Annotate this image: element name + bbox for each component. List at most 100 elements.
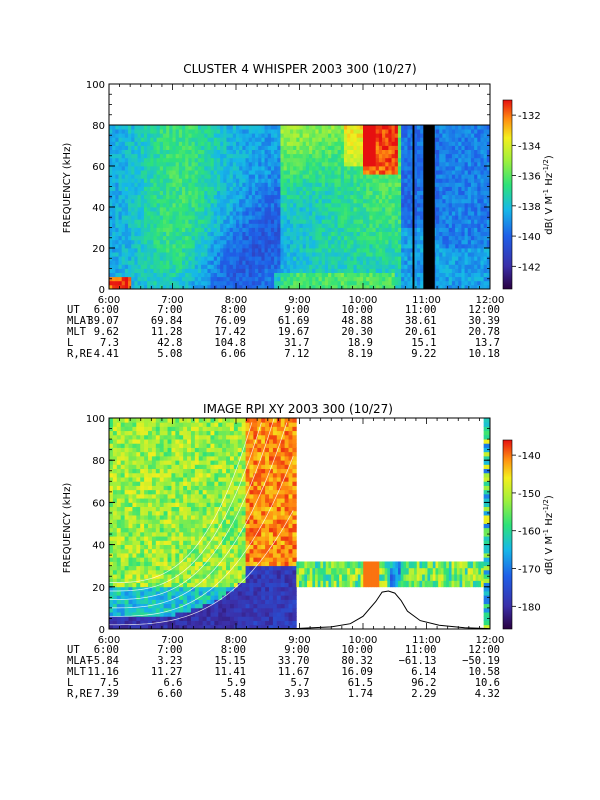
ephemeris-value: −5.84 [87, 655, 119, 667]
x-tick-label: 12:00 [476, 295, 505, 306]
ephemeris-value: 48.88 [341, 315, 373, 327]
rpi-spectrogram [109, 418, 490, 630]
x-tick-label: 8:00 [225, 295, 247, 306]
ephemeris-value: 7:00 [157, 644, 183, 656]
colorbar-tick-label: -160 [518, 527, 541, 538]
ephemeris-value: 17.42 [214, 326, 246, 338]
ephemeris-value: 11:00 [404, 304, 437, 316]
y-tick-label: 80 [92, 121, 105, 132]
ephemeris-value: 7.39 [93, 688, 119, 700]
colorbar-tick-label: -140 [518, 451, 541, 462]
ephemeris-row-label: R,RE [67, 688, 93, 700]
x-tick-label: 6:00 [98, 295, 120, 306]
x-tick-label: 7:00 [161, 295, 183, 306]
ephemeris-value: 20.61 [404, 326, 437, 338]
ephemeris-value: 10:00 [341, 304, 373, 316]
colorbar-tick-label: -140 [518, 232, 541, 243]
ephemeris-row-label: MLT [67, 326, 86, 338]
colorbar-tick-label: -132 [518, 111, 541, 122]
ephemeris-value: 9:00 [284, 304, 310, 316]
ephemeris-value: 3.93 [284, 688, 310, 700]
colorbar-tick-label: -138 [518, 202, 541, 213]
ephemeris-value: 61.69 [277, 315, 310, 327]
ephemeris-value: 42.8 [157, 337, 183, 349]
ephemeris-value: 4.41 [93, 348, 119, 360]
y-tick-label: 40 [92, 203, 105, 214]
y-tick-label: 0 [99, 625, 105, 636]
y-tick-label: 20 [92, 583, 105, 594]
y-tick-label: 100 [86, 414, 105, 425]
ephemeris-value: 39.07 [87, 315, 119, 327]
ephemeris-value: 10.58 [468, 666, 500, 678]
y-tick-label: 60 [92, 162, 105, 173]
data-gap [412, 125, 415, 289]
ephemeris-value: 7.5 [100, 677, 119, 689]
ephemeris-value: 33.70 [277, 655, 310, 667]
y-tick-label: 20 [92, 244, 105, 255]
whisper-colorbar-label: dB( V M-1 Hz-1/2) [542, 155, 555, 235]
x-tick-label: 11:00 [412, 635, 441, 646]
wave-trace [109, 510, 294, 626]
whisper-colorbar-ticks: -132 -134 -136 -138 -140 -142 [512, 111, 541, 273]
ephemeris-value: 6:00 [93, 304, 119, 316]
ephemeris-row-label: MLAT [67, 315, 93, 327]
rpi-colorbar-label: dB( V M-1 Hz-1/2) [542, 495, 555, 575]
ephemeris-value: 9:00 [284, 644, 310, 656]
colorbar-tick-label: -170 [518, 565, 541, 576]
ephemeris-value: 6.6 [163, 677, 183, 689]
whisper-title: CLUSTER 4 WHISPER 2003 300 (10/27) [183, 62, 416, 76]
rpi-axes: 0 20 40 60 80 100 6:00 7:00 8:00 9:00 10:00 11:00 12… [86, 414, 505, 646]
ephemeris-value: 104.8 [214, 337, 246, 349]
ephemeris-value: 7:00 [157, 304, 183, 316]
plasma-frequency-curve [235, 590, 491, 630]
y-tick-label: 60 [92, 498, 105, 509]
x-tick-label: 6:00 [98, 635, 120, 646]
x-tick-label: 10:00 [349, 635, 378, 646]
ephemeris-value: 5.08 [157, 348, 183, 360]
wave-trace [109, 456, 294, 617]
wave-trace [109, 422, 288, 609]
x-tick-label: 9:00 [288, 295, 310, 306]
ephemeris-value: 12:00 [468, 644, 500, 656]
ephemeris-value: 1.74 [347, 688, 373, 700]
x-tick-label: 7:00 [161, 635, 183, 646]
ephemeris-row-label: UT [67, 304, 80, 316]
ephemeris-value: 8:00 [220, 304, 246, 316]
ephemeris-value: 15.1 [411, 337, 437, 349]
y-tick-label: 80 [92, 456, 105, 467]
ephemeris-value: 30.39 [468, 315, 500, 327]
ephemeris-value: 5.48 [220, 688, 246, 700]
ephemeris-value: 4.32 [474, 688, 500, 700]
ephemeris-row-label: MLAT [67, 655, 93, 667]
ephemeris-value: 10.18 [468, 348, 500, 360]
y-tick-label: 100 [86, 80, 105, 91]
ephemeris-value: 80.32 [341, 655, 373, 667]
y-tick-label: 40 [92, 541, 105, 552]
ephemeris-value: 20.30 [341, 326, 373, 338]
ephemeris-value: 6.06 [220, 348, 246, 360]
ephemeris-value: −50.19 [462, 655, 500, 667]
colorbar-tick-label: -134 [518, 141, 541, 152]
ephemeris-value: 7.3 [100, 337, 119, 349]
ephemeris-value: 2.29 [411, 688, 437, 700]
ephemeris-value: 38.61 [404, 315, 437, 327]
x-tick-label: 11:00 [412, 295, 441, 306]
ephemeris-value: 11:00 [404, 644, 437, 656]
wave-trace [109, 418, 275, 600]
ephemeris-value: 15.15 [214, 655, 246, 667]
colorbar-tick-label: -142 [518, 262, 541, 273]
ephemeris-value: 11.67 [277, 666, 310, 678]
colorbar-tick-label: -150 [518, 489, 541, 500]
ephemeris-value: 10.6 [474, 677, 500, 689]
wave-trace [109, 422, 262, 592]
ephemeris-value: 11.27 [150, 666, 183, 678]
ephemeris-value: 9.22 [411, 348, 437, 360]
whisper-ylabel: FREQUENCY (kHz) [62, 143, 73, 234]
ephemeris-value: 5.7 [290, 677, 310, 689]
whisper-spectrogram [109, 124, 491, 290]
rpi-colorbar-ticks: -140 -150 -160 -170 -180 [512, 451, 541, 613]
ephemeris-value: 19.67 [277, 326, 310, 338]
ephemeris-value: 8.19 [347, 348, 373, 360]
rpi-ylabel: FREQUENCY (kHz) [62, 483, 73, 574]
